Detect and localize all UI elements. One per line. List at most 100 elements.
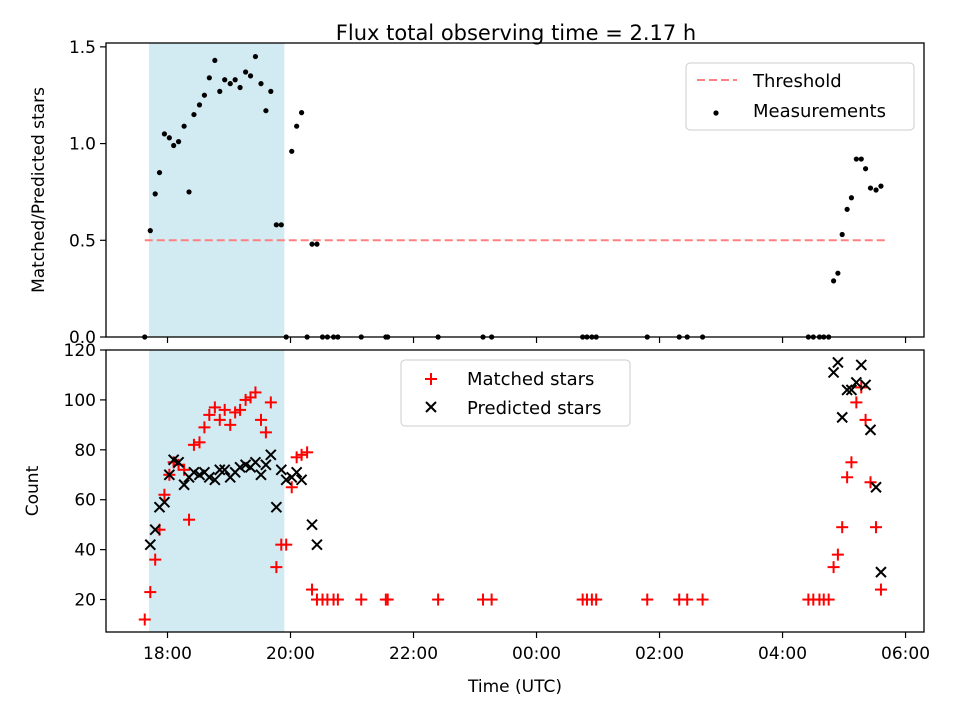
matched-star-point xyxy=(264,396,277,409)
matched-star-point xyxy=(280,538,293,551)
predicted-star-point xyxy=(218,464,231,476)
matched-star-point xyxy=(187,438,200,451)
predicted-star-point xyxy=(295,474,308,486)
measurement-point xyxy=(232,77,238,83)
x-axis-label: Time (UTC) xyxy=(467,677,562,697)
measurement-point xyxy=(273,222,279,228)
measurement-point xyxy=(156,169,163,176)
matched-star-point xyxy=(331,593,344,606)
predicted-star-point xyxy=(270,501,283,513)
measurement-point xyxy=(289,148,295,154)
xtick-label: 06:00 xyxy=(881,644,930,664)
matched-star-point xyxy=(641,593,654,606)
bottom-panel: 20 40 60 80 100 120 18:00 20:00 22:00 00:00 02:00… xyxy=(23,341,930,697)
matched-star-point xyxy=(295,448,308,461)
bottom-ytick-label: 40 xyxy=(74,541,96,561)
measurement-point xyxy=(878,183,884,189)
measurement-point xyxy=(247,73,254,79)
predicted-star-point xyxy=(149,523,161,536)
measurement-point xyxy=(873,187,879,193)
predicted-star-point xyxy=(275,464,287,476)
top-panel: 0.0 0.5 1.0 1.5 Matched/Predicted stars Thr… xyxy=(29,38,925,348)
top-axes-frame xyxy=(105,42,925,338)
matched-star-point xyxy=(841,471,854,484)
top-legend: Threshold Measurements xyxy=(685,62,915,131)
predicted-star-point xyxy=(214,464,226,476)
predicted-star-point xyxy=(875,566,887,578)
top-plot-marks xyxy=(142,53,888,340)
measurement-point xyxy=(298,110,305,116)
measurement-point xyxy=(161,131,168,137)
chart-title: Flux total observing time = 2.17 h xyxy=(336,21,696,45)
measurement-point xyxy=(186,189,192,195)
predicted-star-point xyxy=(144,538,156,551)
matched-star-point xyxy=(827,561,840,574)
predicted-star-point xyxy=(163,469,176,481)
measurement-point xyxy=(268,88,274,94)
measurement-point xyxy=(258,81,264,87)
bottom-y-axis-label: Count xyxy=(23,465,43,516)
xtick-label: 20:00 xyxy=(266,644,315,664)
matched-star-point xyxy=(218,403,231,416)
measurement-point xyxy=(844,206,850,212)
xtick-label: 02:00 xyxy=(635,644,684,664)
measurement-point xyxy=(175,139,182,145)
matched-star-point xyxy=(859,413,872,426)
matched-star-point xyxy=(213,413,226,426)
measurement-point xyxy=(181,123,187,129)
legend-predicted-label: Predicted stars xyxy=(467,398,601,419)
measurement-point xyxy=(227,81,233,87)
legend-measurements-label: Measurements xyxy=(753,101,886,122)
predicted-star-point xyxy=(836,411,848,424)
bottom-ytick-label: 60 xyxy=(74,491,96,511)
matched-star-point xyxy=(254,413,267,426)
top-x-ticks xyxy=(166,337,907,343)
measurement-point xyxy=(278,222,284,228)
top-ytick-label: 0.0 xyxy=(69,328,96,348)
matched-star-point xyxy=(381,593,394,606)
predicted-star-point xyxy=(255,469,267,481)
top-ytick-label: 1.0 xyxy=(69,135,96,155)
matched-star-point xyxy=(874,583,887,596)
top-y-ticks: 0.0 0.5 1.0 1.5 xyxy=(69,38,106,348)
top-ytick-label: 0.5 xyxy=(69,231,96,251)
matched-star-point xyxy=(249,386,262,399)
measurement-point xyxy=(201,92,208,98)
measurement-point xyxy=(206,75,212,81)
predicted-star-point xyxy=(209,474,221,486)
matched-star-point xyxy=(845,456,858,469)
xtick-label: 00:00 xyxy=(512,644,561,664)
predicted-star-point xyxy=(311,538,323,551)
measurement-point xyxy=(839,231,845,238)
matched-star-point xyxy=(301,446,314,459)
measurement-point xyxy=(848,195,855,201)
matched-star-point xyxy=(224,418,237,431)
matched-star-point xyxy=(270,561,283,574)
predicted-star-point xyxy=(870,481,882,493)
measurement-point xyxy=(858,156,864,162)
bottom-ytick-label: 80 xyxy=(74,441,96,461)
predicted-star-point xyxy=(827,366,840,379)
matched-star-point xyxy=(355,593,368,606)
measurement-point xyxy=(309,241,315,247)
matched-star-point xyxy=(198,421,211,434)
matched-star-point xyxy=(306,583,319,596)
measurement-point xyxy=(212,57,218,64)
top-y-axis-label: Matched/Predicted stars xyxy=(29,87,49,293)
bottom-plot-marks xyxy=(138,356,887,626)
matched-star-point xyxy=(144,586,157,599)
matched-star-point xyxy=(822,593,835,606)
matched-star-point xyxy=(138,613,151,626)
predicted-star-point xyxy=(850,376,863,389)
predicted-star-point xyxy=(841,384,853,396)
matched-star-point xyxy=(432,593,445,606)
measurement-point xyxy=(166,135,172,141)
legend-threshold-label: Threshold xyxy=(752,71,842,92)
legend-measurements-marker xyxy=(713,110,719,116)
measurement-point xyxy=(263,108,269,114)
legend-predicted-marker xyxy=(425,401,437,413)
matched-star-point xyxy=(193,436,206,449)
top-ytick-label: 1.5 xyxy=(69,38,96,58)
predicted-star-point xyxy=(855,359,867,371)
